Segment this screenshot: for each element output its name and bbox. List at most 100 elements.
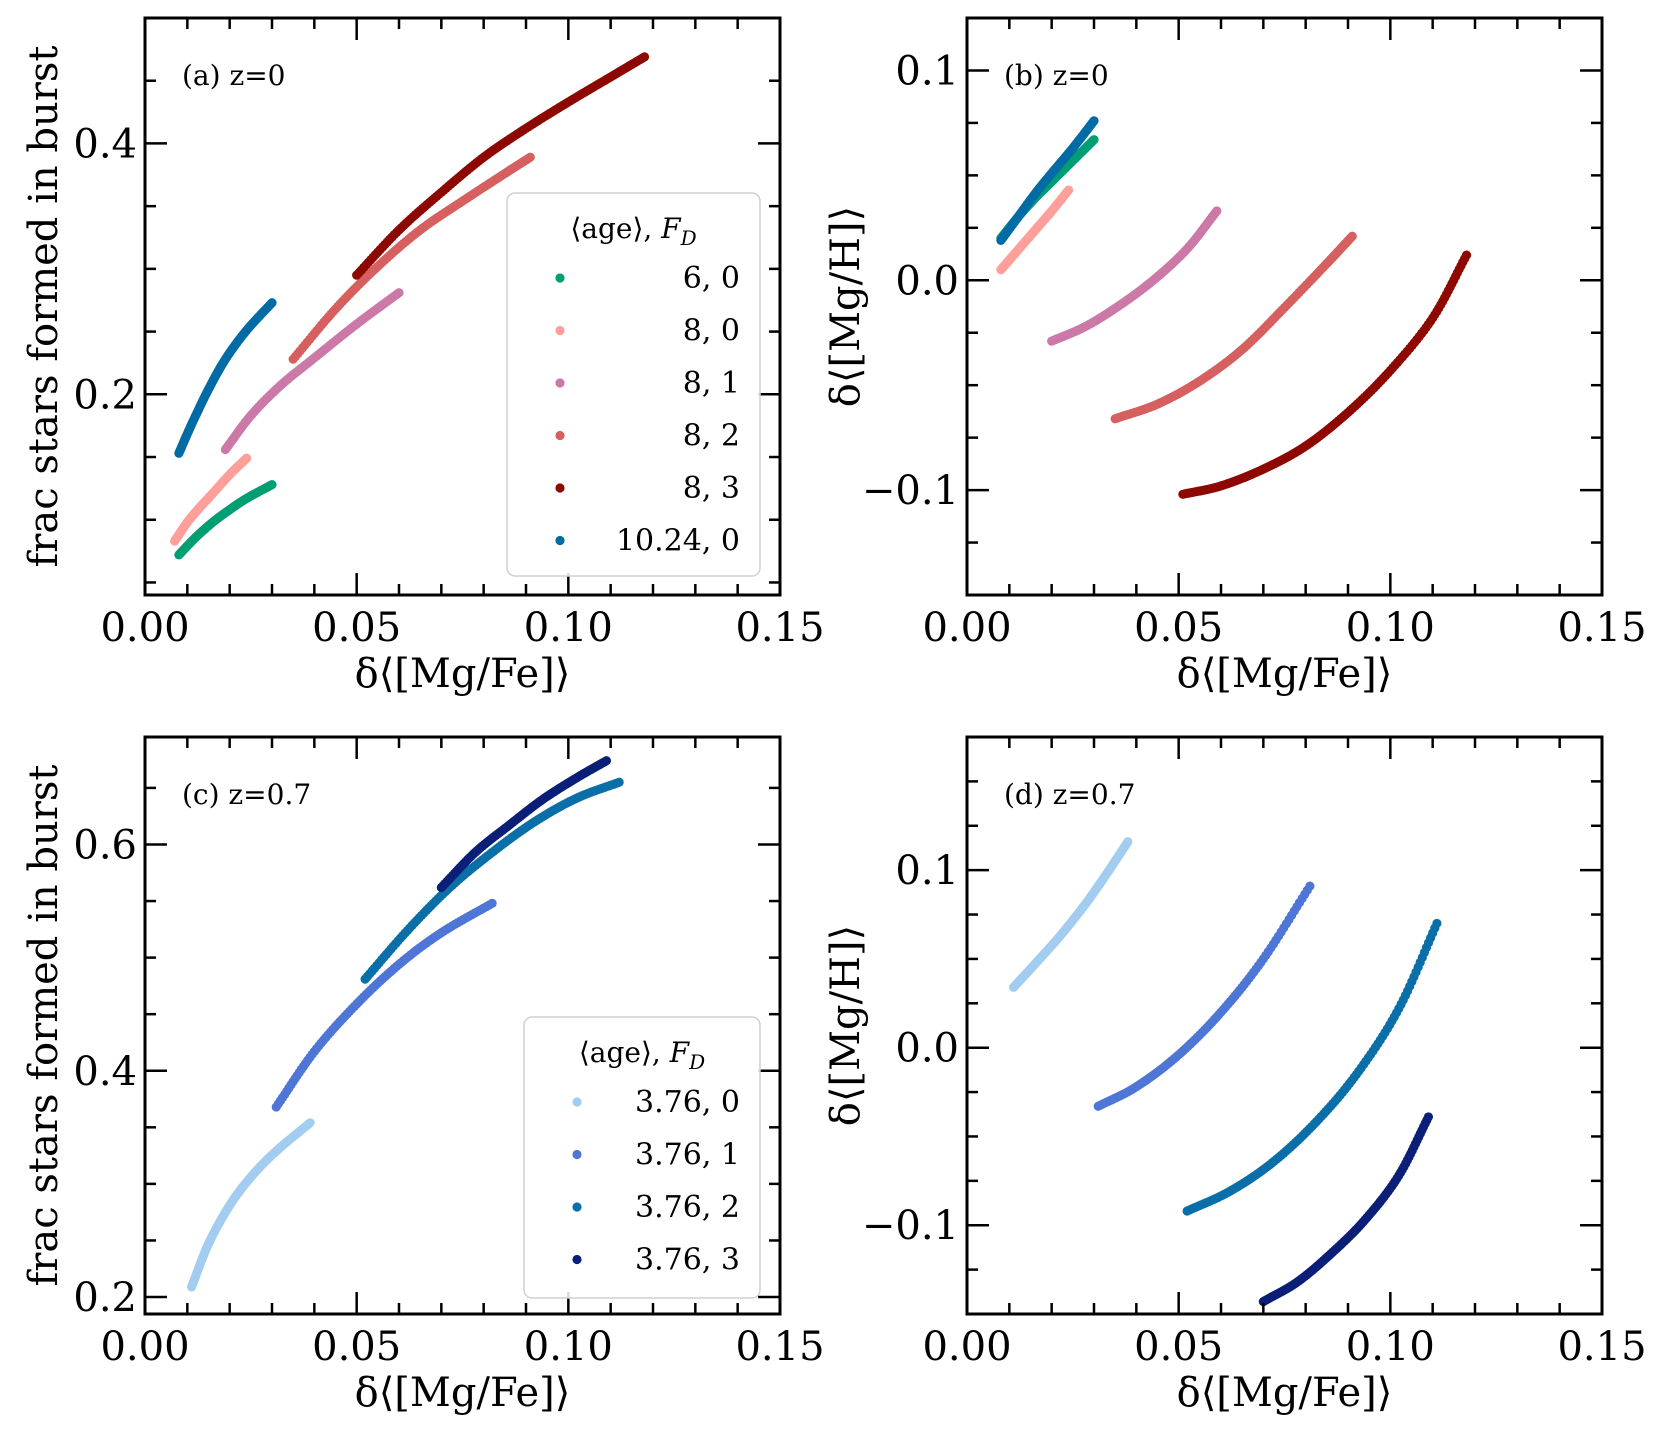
y-tick-label: 0.1 xyxy=(895,48,959,94)
y-axis-label: δ⟨[Mg/H]⟩ xyxy=(823,206,869,407)
series-b-3 xyxy=(1110,231,1357,424)
legend-entry: 10.24, 0 xyxy=(616,524,740,559)
legend: ⟨age⟩, FD 6, 0 8, 0 8, 1 8, 2 8, 3 10.24, 0 xyxy=(506,192,761,577)
series-d-0 xyxy=(1008,837,1133,992)
legend-marker xyxy=(572,1254,582,1265)
series-d-3 xyxy=(1258,1112,1434,1307)
y-axis-label: frac stars formed in burst xyxy=(21,765,67,1287)
x-tick-label: 0.15 xyxy=(735,605,824,651)
series-b-5 xyxy=(996,116,1099,246)
x-axis-label: δ⟨[Mg/Fe]⟩ xyxy=(355,1370,571,1416)
series-d-2 xyxy=(1182,918,1442,1216)
legend-title: ⟨age⟩, FD xyxy=(570,212,696,250)
x-tick-label: 0.00 xyxy=(100,605,189,651)
data-point xyxy=(1423,1112,1434,1122)
y-tick-label: −0.1 xyxy=(862,1203,959,1249)
legend-marker xyxy=(572,1149,582,1160)
series-a-4 xyxy=(352,52,650,280)
legend: ⟨age⟩, FD 3.76, 0 3.76, 1 3.76, 2 3.76, 3 xyxy=(523,1016,761,1299)
x-tick-label: 0.15 xyxy=(735,1324,824,1370)
series-a-1 xyxy=(170,453,252,546)
x-axis-label: δ⟨[Mg/Fe]⟩ xyxy=(1177,651,1393,697)
data-point xyxy=(487,898,497,908)
y-tick-label: 0.4 xyxy=(73,1049,137,1095)
data-point xyxy=(1461,250,1472,260)
legend-entry: 8, 3 xyxy=(683,471,740,506)
series-d-1 xyxy=(1093,881,1315,1111)
x-tick-label: 0.15 xyxy=(1557,605,1646,651)
data-point xyxy=(1064,185,1074,195)
x-tick-label: 0.05 xyxy=(312,1324,401,1370)
data-point xyxy=(525,152,535,162)
legend-marker xyxy=(555,483,565,493)
x-tick-label: 0.05 xyxy=(1134,605,1223,651)
series-b-2 xyxy=(1047,206,1222,346)
data-point xyxy=(267,298,277,308)
panel-annotation: (a) z=0 xyxy=(182,59,285,92)
data-point xyxy=(305,1118,315,1128)
x-axis-label: δ⟨[Mg/Fe]⟩ xyxy=(355,651,571,697)
x-tick-label: 0.00 xyxy=(100,1324,189,1370)
x-tick-label: 0.00 xyxy=(922,1324,1011,1370)
x-axis-label: δ⟨[Mg/Fe]⟩ xyxy=(1177,1370,1393,1416)
axes-frame xyxy=(965,16,1604,597)
axes-frame xyxy=(143,735,782,1316)
series-c-1 xyxy=(271,898,497,1112)
x-tick-label: 0.10 xyxy=(524,605,613,651)
y-axis-label: frac stars formed in burst xyxy=(21,46,67,568)
data-point xyxy=(1347,231,1357,241)
data-point xyxy=(1123,837,1133,847)
data-point xyxy=(601,756,612,766)
data-point xyxy=(1089,135,1099,145)
data-point xyxy=(267,480,277,490)
series-b-4 xyxy=(1178,250,1472,499)
y-tick-label: 0.2 xyxy=(73,372,137,418)
legend-marker xyxy=(572,1097,582,1107)
x-tick-label: 0.15 xyxy=(1557,1324,1646,1370)
legend-box xyxy=(506,192,761,577)
series-a-2 xyxy=(220,288,404,455)
panel-b: 0.00 0.05 0.10 0.15 −0.1 0.0 0.1 δ⟨[Mg/Fe]⟩ δ⟨[M… xyxy=(823,16,1647,697)
legend-box xyxy=(523,1016,761,1299)
legend-marker xyxy=(555,535,565,546)
legend-entry: 3.76, 1 xyxy=(635,1138,740,1173)
y-tick-label: 0.2 xyxy=(73,1275,137,1321)
legend-title: ⟨age⟩, FD xyxy=(579,1036,705,1074)
panel-annotation: (d) z=0.7 xyxy=(1004,778,1135,811)
legend-marker xyxy=(555,378,565,388)
legend-entry: 8, 2 xyxy=(683,419,740,454)
legend-marker xyxy=(555,325,565,336)
x-tick-label: 0.10 xyxy=(1346,1324,1435,1370)
panel-c: 0.00 0.05 0.10 0.15 0.2 0.4 0.6 δ⟨[Mg/Fe]⟩ frac … xyxy=(21,735,825,1416)
legend-entry: 3.76, 2 xyxy=(635,1190,740,1225)
y-tick-label: 0.0 xyxy=(895,1026,959,1072)
data-point xyxy=(394,288,404,298)
x-tick-label: 0.10 xyxy=(524,1324,613,1370)
y-tick-label: 0.0 xyxy=(895,258,959,304)
x-tick-label: 0.00 xyxy=(922,605,1011,651)
series-a-3 xyxy=(288,152,535,364)
series-c-2 xyxy=(360,777,624,984)
y-tick-label: 0.4 xyxy=(73,121,137,167)
legend-entry: 3.76, 0 xyxy=(635,1085,740,1120)
data-point xyxy=(1432,918,1442,929)
axes-frame xyxy=(143,16,782,597)
legend-marker xyxy=(555,273,565,283)
data-point xyxy=(614,777,624,787)
panel-d: 0.00 0.05 0.10 0.15 −0.1 0.0 0.1 δ⟨[Mg/Fe]⟩ δ⟨[M… xyxy=(823,735,1647,1416)
legend-entry: 6, 0 xyxy=(683,261,740,296)
series-c-3 xyxy=(436,756,612,893)
data-point xyxy=(1305,881,1315,891)
series-c-0 xyxy=(186,1118,315,1292)
x-tick-label: 0.05 xyxy=(312,605,401,651)
legend-entry: 8, 1 xyxy=(683,366,740,401)
axes-frame xyxy=(965,735,1604,1316)
x-tick-label: 0.10 xyxy=(1346,605,1435,651)
y-tick-label: −0.1 xyxy=(862,468,959,514)
panel-a: 0.00 0.05 0.10 0.15 0.2 0.4 δ⟨[Mg/Fe]⟩ frac sta… xyxy=(21,16,825,697)
legend-marker xyxy=(572,1202,582,1212)
series-b-1 xyxy=(996,185,1074,275)
y-axis-label: δ⟨[Mg/H]⟩ xyxy=(823,925,869,1126)
data-point xyxy=(242,453,252,463)
